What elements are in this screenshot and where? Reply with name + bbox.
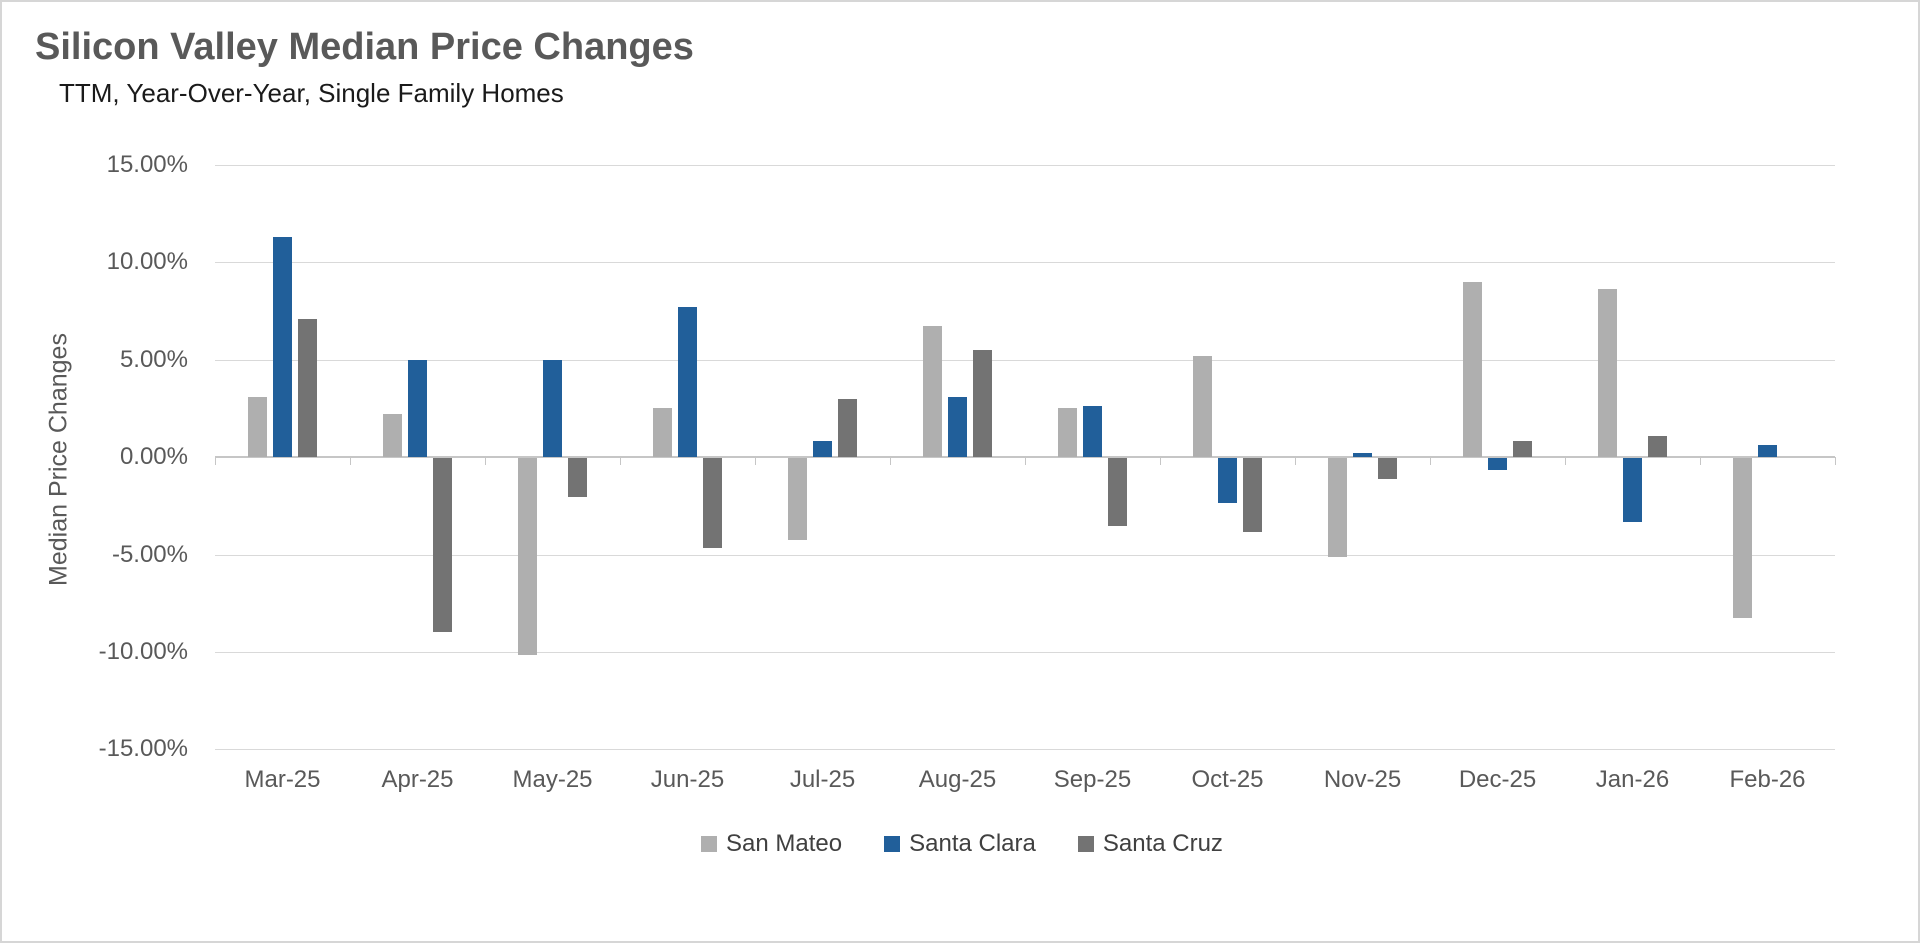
bar-san-mateo-jan-26 [1598,289,1617,457]
chart-subtitle: TTM, Year-Over-Year, Single Family Homes [59,78,564,108]
x-axis-tick-mark [350,457,351,465]
x-axis-tick-mark [1565,457,1566,465]
y-axis-tick-label: 15.00% [106,150,188,178]
gridline [215,262,1835,264]
x-axis-tick-label: Sep-25 [1053,766,1132,793]
bar-santa-clara-jun-25 [678,306,697,457]
y-axis-tick-label: 0.00% [119,443,188,470]
bar-san-mateo-oct-25 [1193,355,1212,457]
legend-item-santa-clara: Santa Clara [884,830,1036,858]
legend-swatch-santa-clara [884,836,901,852]
x-axis-tick-mark [890,457,891,465]
bar-santa-clara-feb-26 [1758,445,1777,457]
x-axis-tick-mark [620,457,621,465]
x-axis-tick-label: Feb-26 [1729,766,1806,793]
x-axis-tick-mark [1025,457,1026,465]
x-axis-tick-label: Aug-25 [918,766,997,793]
legend-item-san-mateo: San Mateo [701,830,842,858]
x-axis-tick-label: Jul-25 [789,766,856,793]
gridline [215,164,1835,166]
x-axis-tick-mark [215,457,216,465]
bar-santa-clara-mar-25 [273,236,292,457]
bar-santa-cruz-sep-25 [1108,458,1127,527]
x-axis-tick-mark [1160,457,1161,465]
bar-santa-cruz-dec-25 [1513,441,1532,457]
bar-santa-cruz-jan-26 [1648,435,1667,457]
x-axis-tick-mark [1430,457,1431,465]
bar-santa-clara-jul-25 [813,441,832,457]
bar-santa-cruz-jun-25 [703,458,722,548]
bar-santa-cruz-nov-25 [1378,458,1397,480]
bar-santa-cruz-oct-25 [1243,458,1262,533]
x-axis-tick-mark [755,457,756,465]
x-axis-tick-mark [1835,457,1836,465]
bar-santa-cruz-apr-25 [433,458,452,632]
bar-santa-cruz-aug-25 [973,349,992,457]
gridline [215,554,1835,556]
bar-san-mateo-sep-25 [1058,408,1077,457]
y-axis-tick-label: -15.00% [98,735,188,763]
bar-santa-clara-aug-25 [948,396,967,457]
x-axis-tick-label: May-25 [512,766,593,793]
bar-santa-clara-nov-25 [1353,453,1372,457]
legend-swatch-san-mateo [701,836,718,852]
y-axis-tick-label: 10.00% [106,248,188,276]
x-axis-tick-mark [1295,457,1296,465]
x-axis-tick-mark [1700,457,1701,465]
bar-san-mateo-feb-26 [1733,458,1752,618]
x-axis-tick-label: Jun-25 [650,766,725,793]
bar-santa-cruz-jul-25 [838,398,857,457]
legend-label: Santa Clara [909,830,1036,857]
bar-san-mateo-may-25 [518,458,537,655]
y-axis-tick-label: 5.00% [119,345,188,373]
bar-san-mateo-dec-25 [1463,281,1482,457]
y-axis-tick-label: -10.00% [98,637,188,665]
gridline [215,651,1835,653]
bar-santa-cruz-mar-25 [298,318,317,457]
bar-santa-clara-dec-25 [1488,458,1507,470]
x-axis-tick-label: Nov-25 [1323,766,1402,793]
bar-santa-clara-may-25 [543,359,562,457]
x-axis-tick-mark [485,457,486,465]
chart-legend: San Mateo Santa Clara Santa Cruz [2,830,1918,858]
bar-santa-cruz-may-25 [568,458,587,497]
bar-santa-clara-oct-25 [1218,458,1237,503]
legend-item-santa-cruz: Santa Cruz [1077,830,1223,858]
x-axis-tick-label: Jan-26 [1595,766,1670,793]
bar-santa-clara-jan-26 [1623,458,1642,523]
x-axis-tick-label: Mar-25 [244,766,321,793]
gridline [215,749,1835,751]
bar-san-mateo-jun-25 [653,408,672,457]
x-axis-tick-label: Dec-25 [1458,766,1537,793]
legend-swatch-santa-cruz [1077,836,1094,852]
y-axis-tick-label: -5.00% [111,540,188,568]
bar-san-mateo-nov-25 [1328,458,1347,558]
bar-santa-clara-sep-25 [1083,406,1102,457]
bar-san-mateo-aug-25 [923,326,942,457]
bar-san-mateo-apr-25 [383,414,402,457]
gridline [215,359,1835,361]
x-axis-tick-label: Apr-25 [381,766,454,793]
bar-san-mateo-jul-25 [788,458,807,540]
chart-title: Silicon Valley Median Price Changes [35,26,694,68]
x-axis-tick-label: Oct-25 [1191,766,1264,793]
legend-label: San Mateo [726,830,843,857]
bar-san-mateo-mar-25 [248,396,267,457]
bar-santa-clara-apr-25 [408,359,427,457]
legend-label: Santa Cruz [1102,830,1223,857]
